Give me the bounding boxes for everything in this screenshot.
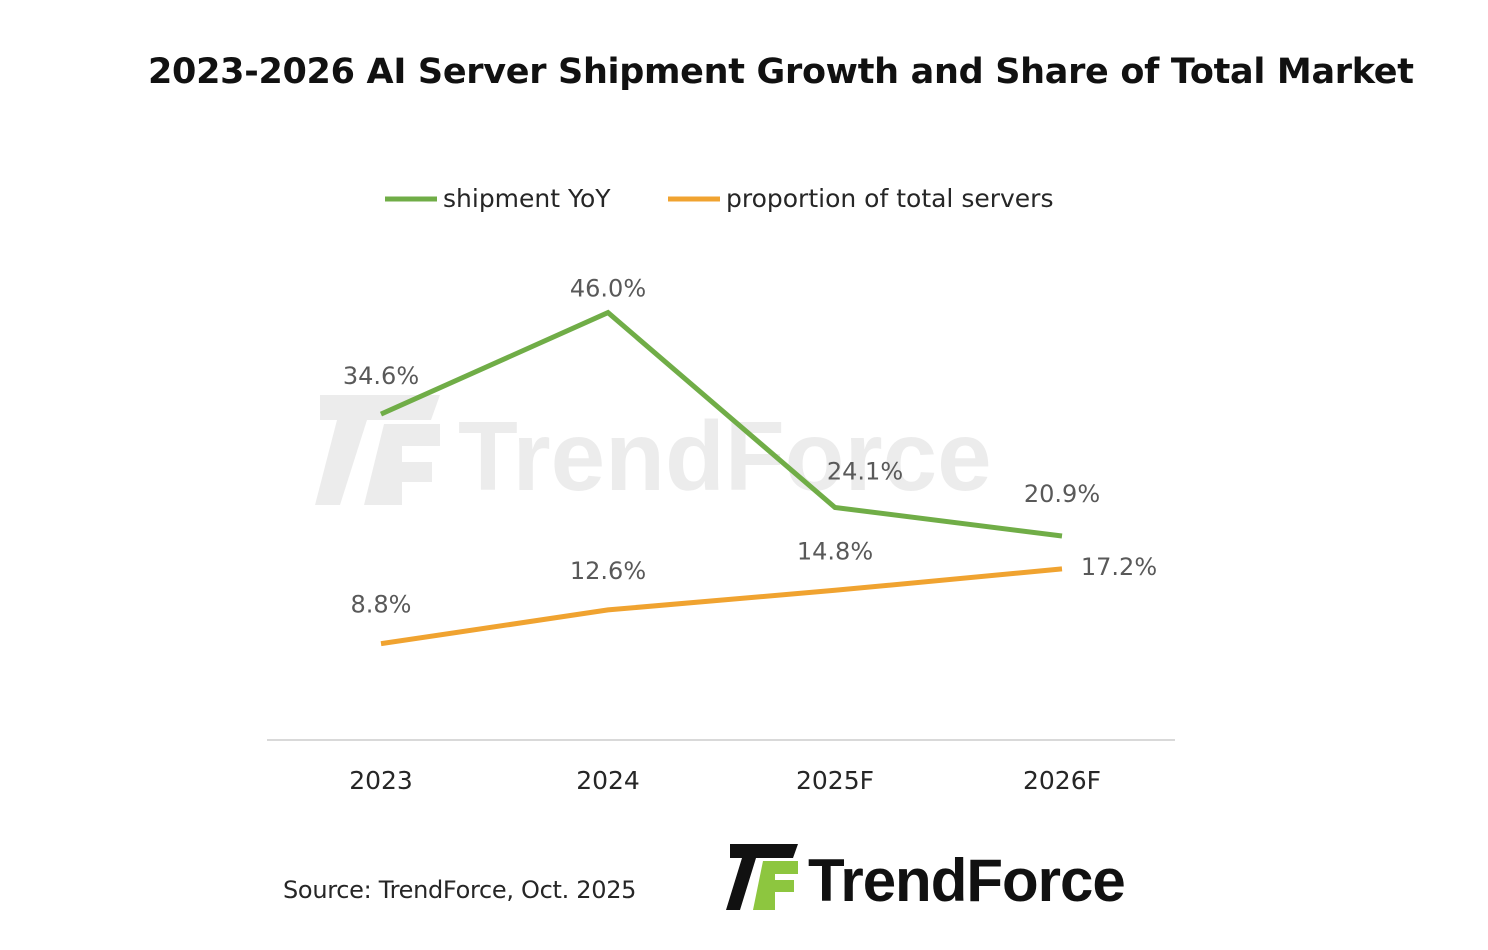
data-label-2-2023: 8.8%	[351, 591, 412, 619]
data-label-1-2024: 46.0%	[570, 275, 646, 303]
trendforce-logo: TrendForce	[726, 844, 1126, 914]
series-line-1	[379, 309, 1063, 539]
legend-label-1: shipment YoY	[443, 184, 611, 213]
series-line-2	[380, 566, 1063, 647]
data-label-2-2024: 12.6%	[570, 557, 646, 585]
legend-label-2: proportion of total servers	[726, 184, 1054, 213]
trendforce-watermark: TrendForce	[315, 395, 992, 511]
x-tick-2025F: 2025F	[796, 766, 874, 795]
logo-wordmark: TrendForce	[808, 847, 1125, 914]
x-tick-layer: 2023 2024 2025F 2026F	[349, 766, 1101, 795]
watermark-text: TrendForce	[458, 401, 992, 511]
data-label-1-2026F: 20.9%	[1024, 480, 1100, 508]
source-note: Source: TrendForce, Oct. 2025	[283, 876, 637, 904]
chart-title: 2023-2026 AI Server Shipment Growth and …	[148, 52, 1414, 92]
data-label-layer: 34.6% 46.0% 24.1% 20.9% 8.8% 12.6% 14.8% 17.2%	[343, 275, 1157, 619]
data-label-2-2025F: 14.8%	[797, 537, 873, 565]
logo-mark-dark-icon	[726, 844, 798, 910]
x-tick-2024: 2024	[576, 766, 640, 795]
data-label-2-2026F: 17.2%	[1081, 553, 1157, 581]
series-layer	[379, 309, 1063, 647]
x-tick-2023: 2023	[349, 766, 413, 795]
data-label-1-2023: 34.6%	[343, 362, 419, 390]
data-label-1-2025F: 24.1%	[827, 458, 903, 486]
legend: shipment YoY proportion of total servers	[385, 184, 1054, 213]
logo-mark-green-icon	[753, 861, 798, 910]
x-tick-2026F: 2026F	[1023, 766, 1101, 795]
